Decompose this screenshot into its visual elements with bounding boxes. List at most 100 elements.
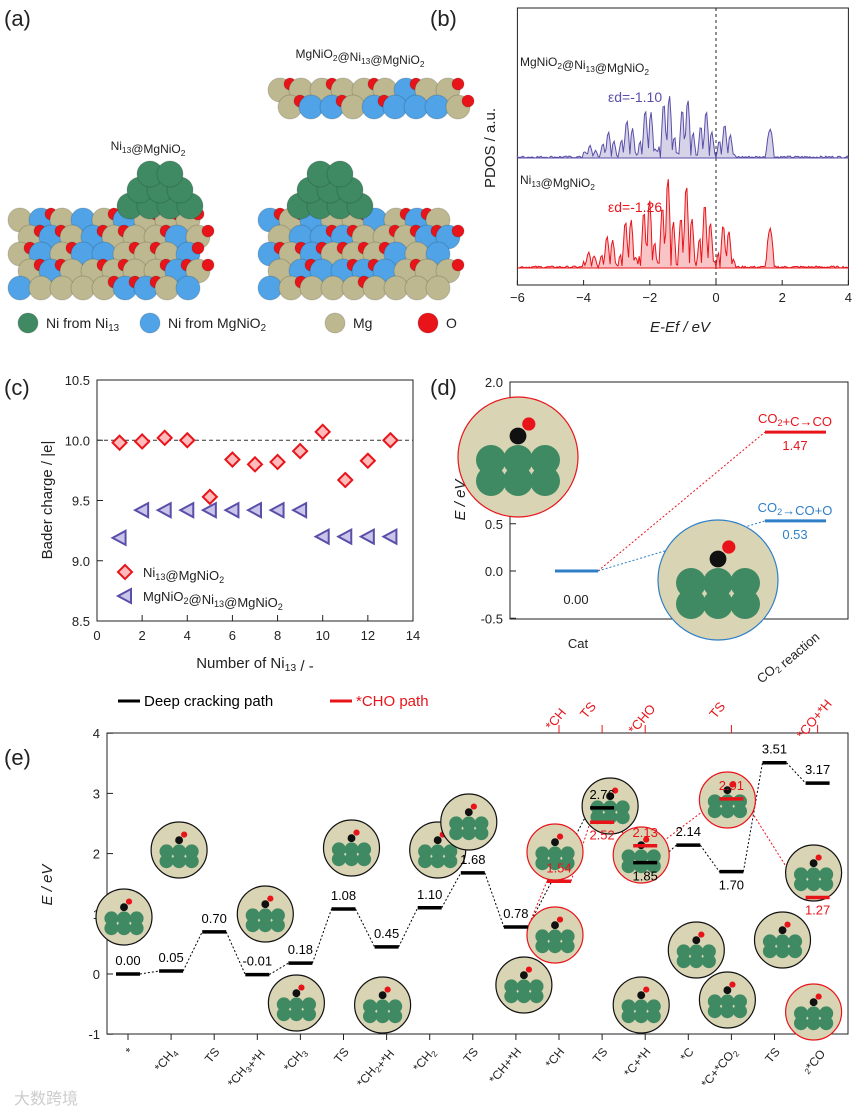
cluster-atom	[560, 856, 575, 871]
x-category-label: TS	[202, 1045, 223, 1066]
cluster-atom	[159, 854, 174, 869]
cluster-atom	[615, 800, 630, 815]
path-connector	[527, 807, 591, 928]
energy-value: 0.05	[158, 950, 183, 965]
data-point-diamond	[224, 451, 241, 468]
data-point-triangle	[381, 527, 398, 546]
cluster-atom	[634, 849, 649, 864]
energy-value: 3.17	[805, 762, 830, 777]
legend-swatch	[324, 312, 346, 334]
cluster-atom	[184, 854, 199, 869]
cluster-atom	[720, 1004, 735, 1019]
oxygen-atom	[784, 921, 791, 928]
x-tick-label-c: 0	[93, 628, 100, 643]
carbon-atom	[261, 900, 270, 909]
energy-value: 1.47	[782, 438, 807, 453]
energy-value: 1.70	[719, 878, 744, 893]
x-tick-label-c: 6	[229, 628, 236, 643]
cluster-atom	[418, 844, 433, 859]
panel-label: (c)	[4, 375, 30, 400]
y-axis-label-d: E / eV	[452, 478, 469, 521]
cluster-atom	[703, 568, 733, 598]
cluster-atom	[794, 1006, 808, 1021]
y-tick-label-e: 0	[93, 967, 100, 982]
cluster-atom	[730, 568, 760, 598]
data-point-diamond	[336, 471, 354, 489]
cluster-atom	[270, 918, 285, 933]
cluster-atom	[733, 994, 747, 1009]
energy-value: 0.70	[202, 911, 227, 926]
cluster-atom	[676, 944, 691, 959]
oxygen-atom	[556, 916, 564, 923]
cluster-atom	[707, 794, 722, 809]
carbon-atom	[692, 936, 701, 945]
pdos-curve-core-shell	[516, 96, 850, 159]
data-point-diamond	[246, 455, 264, 473]
cluster-atom	[245, 908, 260, 923]
atom	[424, 94, 450, 120]
carbon-atom	[175, 836, 184, 845]
x-tick-label-b: −2	[642, 290, 657, 305]
data-point-triangle	[336, 527, 353, 546]
cluster-atom	[331, 852, 346, 867]
ni-cluster-atom	[156, 160, 184, 188]
oxygen-atom	[722, 540, 736, 554]
y-tick-label-c: 10.0	[65, 433, 90, 448]
cluster-atom	[302, 997, 316, 1012]
cluster-atom	[707, 994, 722, 1009]
cluster-atom	[621, 859, 636, 874]
cluster-atom	[129, 911, 144, 926]
cluster-atom	[646, 1009, 661, 1024]
atom	[425, 275, 451, 301]
cluster-atom	[806, 867, 821, 882]
x-category-label: *	[123, 1045, 137, 1058]
cluster-atom	[476, 445, 506, 475]
carbon-atom	[378, 991, 387, 1000]
y-tick-label-d: 2.0	[485, 375, 503, 390]
energy-value: 2.13	[633, 825, 658, 840]
data-point-diamond	[381, 431, 399, 449]
y-tick-label-d: 0.0	[485, 564, 503, 579]
legend-swatch	[417, 312, 439, 334]
legend-label: O	[446, 315, 457, 331]
legend-label: Ni from Ni13	[46, 315, 120, 334]
cluster-atom	[344, 842, 359, 857]
top-category-label: *CHO	[625, 701, 658, 737]
carbon-atom	[637, 991, 646, 1000]
path-connector	[182, 931, 203, 972]
cluster-atom	[530, 466, 560, 496]
oxygen-atom	[698, 931, 705, 938]
x-tick-label-c: 8	[274, 628, 281, 643]
level-name: CO2+C→CO	[758, 411, 832, 429]
cluster-atom	[707, 1004, 722, 1019]
x-tick-label-b: 0	[712, 290, 719, 305]
top-category-label: *CH	[542, 705, 569, 733]
path-connector	[441, 872, 462, 909]
ni-cluster-atom	[326, 160, 354, 188]
cluster-atom	[258, 908, 273, 923]
oxygen-atom	[612, 787, 619, 794]
data-point-diamond	[291, 442, 309, 460]
energy-value: 0.18	[288, 942, 313, 957]
carbon-atom	[606, 792, 615, 801]
atom	[383, 275, 409, 301]
data-point-diamond	[111, 434, 128, 452]
cluster-atom	[819, 867, 834, 882]
atom	[404, 275, 430, 301]
cluster-atom	[529, 989, 544, 1004]
y-tick-label-d: 0.5	[485, 517, 503, 532]
cluster-atom	[794, 1016, 808, 1031]
energy-value: 0.00	[115, 953, 140, 968]
x-category-label: TS	[762, 1045, 783, 1066]
cluster-atom	[794, 877, 808, 892]
carbon-atom	[433, 836, 442, 845]
cluster-atom	[516, 979, 531, 994]
carbon-atom	[464, 808, 473, 817]
path-connector	[311, 908, 332, 964]
atom	[299, 275, 325, 301]
data-point-diamond	[314, 423, 332, 441]
x-tick-label-c: 10	[315, 628, 329, 643]
cluster-atom	[357, 852, 372, 867]
data-point-triangle	[115, 587, 132, 605]
atom	[28, 275, 54, 301]
